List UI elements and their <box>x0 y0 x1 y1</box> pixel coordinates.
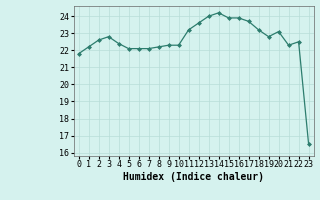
X-axis label: Humidex (Indice chaleur): Humidex (Indice chaleur) <box>123 172 264 182</box>
